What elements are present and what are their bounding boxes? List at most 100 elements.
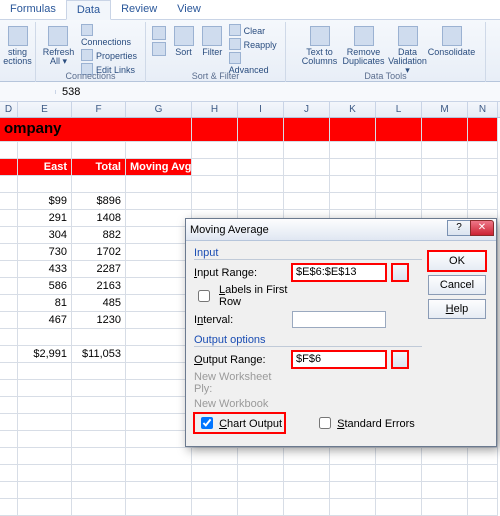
cell[interactable]: [376, 159, 422, 176]
consolidate-button[interactable]: Consolidate: [432, 24, 472, 75]
cell[interactable]: 304: [18, 227, 72, 244]
cell[interactable]: [468, 448, 498, 465]
cell[interactable]: [18, 329, 72, 346]
cell[interactable]: 467: [18, 312, 72, 329]
cell[interactable]: [422, 176, 468, 193]
cell[interactable]: [126, 363, 192, 380]
remove-duplicates-button[interactable]: Remove Duplicates: [344, 24, 384, 75]
cell[interactable]: [0, 312, 18, 329]
filter-button[interactable]: Filter: [200, 24, 225, 76]
cell[interactable]: [330, 142, 376, 159]
cell[interactable]: [0, 414, 18, 431]
cell[interactable]: [238, 142, 284, 159]
name-box[interactable]: [0, 90, 56, 94]
cell[interactable]: [468, 465, 498, 482]
col-hdr[interactable]: M: [422, 102, 468, 117]
cell[interactable]: 2287: [72, 261, 126, 278]
cell[interactable]: [192, 118, 238, 142]
cell[interactable]: [18, 363, 72, 380]
cell[interactable]: [72, 380, 126, 397]
col-hdr[interactable]: E: [18, 102, 72, 117]
close-icon[interactable]: ✕: [470, 220, 494, 236]
cell[interactable]: [422, 465, 468, 482]
cell[interactable]: $896: [72, 193, 126, 210]
cell[interactable]: [284, 448, 330, 465]
reapply-item[interactable]: Reapply: [229, 38, 281, 51]
help-icon[interactable]: ?: [447, 220, 471, 236]
refresh-all-button[interactable]: Refresh All ▾: [40, 24, 77, 76]
cell[interactable]: Moving Avg.: [126, 159, 192, 176]
cell[interactable]: [72, 448, 126, 465]
cancel-button[interactable]: Cancel: [428, 275, 486, 295]
cell[interactable]: [18, 431, 72, 448]
cell[interactable]: [126, 431, 192, 448]
cell[interactable]: [192, 193, 238, 210]
cell[interactable]: [422, 118, 468, 142]
cell[interactable]: 1408: [72, 210, 126, 227]
existing-connections-button[interactable]: sting ections: [0, 24, 38, 66]
cell[interactable]: [0, 397, 18, 414]
cell[interactable]: [284, 118, 330, 142]
labels-first-row-checkbox[interactable]: [198, 290, 210, 302]
cell[interactable]: [192, 159, 238, 176]
cell[interactable]: [376, 499, 422, 516]
cell[interactable]: [0, 278, 18, 295]
cell[interactable]: [72, 431, 126, 448]
cell[interactable]: [126, 193, 192, 210]
cell[interactable]: [126, 380, 192, 397]
cell[interactable]: [18, 176, 72, 193]
cell[interactable]: [192, 142, 238, 159]
cell[interactable]: [284, 159, 330, 176]
cell[interactable]: [238, 465, 284, 482]
cell[interactable]: [126, 346, 192, 363]
tab-formulas[interactable]: Formulas: [0, 0, 66, 19]
cell[interactable]: [192, 448, 238, 465]
tab-data[interactable]: Data: [66, 0, 111, 20]
cell[interactable]: East: [18, 159, 72, 176]
cell[interactable]: [126, 448, 192, 465]
cell[interactable]: [18, 448, 72, 465]
cell[interactable]: [284, 499, 330, 516]
chart-output-checkbox[interactable]: [201, 417, 213, 429]
text-to-columns-button[interactable]: Text to Columns: [300, 24, 340, 75]
cell[interactable]: [72, 482, 126, 499]
output-range-picker-icon[interactable]: [392, 351, 408, 368]
cell[interactable]: 882: [72, 227, 126, 244]
cell[interactable]: [468, 142, 498, 159]
cell[interactable]: [376, 142, 422, 159]
cell[interactable]: [0, 295, 18, 312]
cell[interactable]: 291: [18, 210, 72, 227]
cell[interactable]: [72, 329, 126, 346]
cell[interactable]: [0, 142, 18, 159]
cell[interactable]: [126, 414, 192, 431]
cell[interactable]: [126, 261, 192, 278]
cell[interactable]: 730: [18, 244, 72, 261]
cell[interactable]: [238, 482, 284, 499]
cell[interactable]: [192, 465, 238, 482]
cell[interactable]: [126, 397, 192, 414]
cell[interactable]: [126, 295, 192, 312]
cell[interactable]: 485: [72, 295, 126, 312]
connections-item[interactable]: Connections: [81, 24, 141, 48]
cell[interactable]: [72, 176, 126, 193]
cell[interactable]: [422, 482, 468, 499]
col-hdr[interactable]: G: [126, 102, 192, 117]
cell[interactable]: [72, 363, 126, 380]
cell[interactable]: [376, 482, 422, 499]
cell[interactable]: 1230: [72, 312, 126, 329]
cell[interactable]: [284, 465, 330, 482]
cell[interactable]: [72, 397, 126, 414]
cell[interactable]: [238, 159, 284, 176]
cell[interactable]: [126, 482, 192, 499]
cell[interactable]: [0, 176, 18, 193]
cell[interactable]: [238, 118, 284, 142]
cell[interactable]: [0, 244, 18, 261]
col-hdr[interactable]: N: [468, 102, 498, 117]
cell[interactable]: [126, 278, 192, 295]
cell[interactable]: [18, 465, 72, 482]
col-hdr[interactable]: D: [0, 102, 18, 117]
cell[interactable]: [18, 499, 72, 516]
cell[interactable]: [0, 346, 18, 363]
cell[interactable]: [126, 176, 192, 193]
cell[interactable]: [126, 329, 192, 346]
